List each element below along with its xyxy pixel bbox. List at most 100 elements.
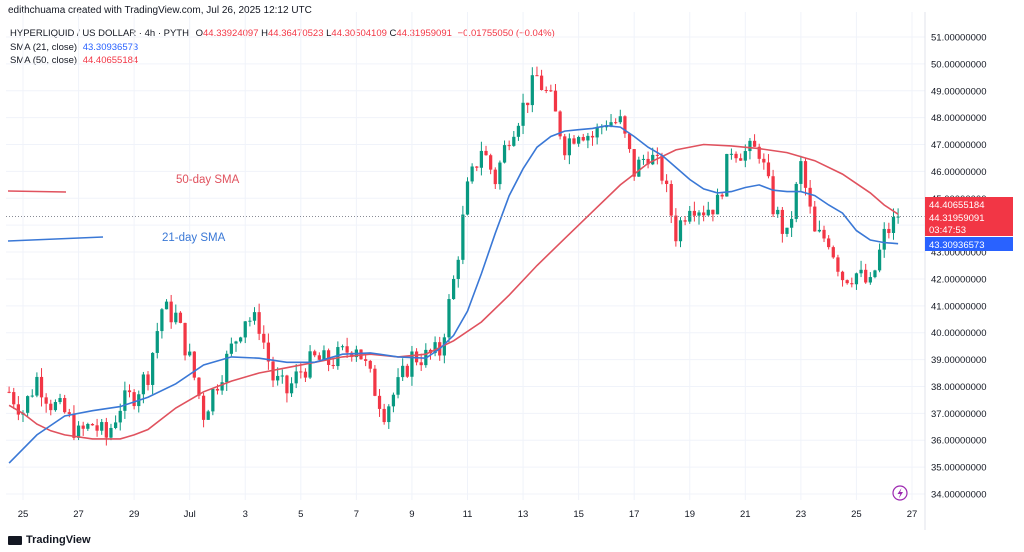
y-tick-label: 36.00000000 — [931, 436, 986, 447]
candle-up — [817, 229, 822, 232]
symbol-title[interactable]: HYPERLIQUID / US DOLLAR · 4h · PYTH — [10, 28, 189, 39]
candle-up — [410, 351, 414, 377]
candle-up — [220, 382, 224, 391]
candle-down — [44, 397, 48, 404]
candle-down — [16, 404, 20, 415]
annotation-sma50-text: 50-day SMA — [176, 174, 240, 186]
candle-down — [702, 212, 706, 216]
candle-up — [882, 228, 886, 250]
y-tick-label: 50.00000000 — [931, 59, 986, 70]
candle-down — [827, 238, 831, 248]
candle-up — [433, 342, 437, 354]
candle-up — [651, 154, 655, 165]
candle-up — [229, 343, 233, 354]
candle-up — [637, 159, 641, 177]
candle-down — [345, 346, 349, 353]
candle-up — [465, 181, 470, 215]
candle-up — [854, 273, 859, 285]
candle-down — [266, 342, 271, 362]
ohlc-low-key: L — [326, 28, 332, 39]
legend-sma50-row[interactable]: SMA (50, close) 44.40655184 — [10, 54, 555, 68]
candle-up — [164, 301, 169, 310]
candle-up — [109, 427, 113, 438]
candle-up — [76, 425, 81, 438]
ohlc-open-key: O — [195, 28, 203, 39]
badge-sma50-bg — [925, 197, 1013, 211]
candle-up — [729, 153, 734, 155]
candle-up — [118, 410, 122, 423]
candle-down — [475, 166, 479, 168]
candle-down — [262, 333, 266, 343]
candle-up — [641, 158, 646, 160]
candle-down — [317, 355, 321, 360]
candle-down — [192, 351, 196, 378]
candle-up — [456, 259, 460, 279]
candle-up — [498, 162, 502, 185]
x-tick-label: 17 — [629, 509, 640, 520]
candle-down — [836, 257, 840, 272]
candle-up — [308, 351, 312, 378]
candle-up — [391, 394, 396, 407]
candle-up — [521, 102, 525, 126]
candle-down — [632, 149, 636, 177]
x-tick-label: 11 — [463, 509, 473, 520]
candle-up — [678, 220, 683, 242]
y-tick-label: 43.00000000 — [931, 248, 986, 259]
candle-down — [771, 176, 775, 215]
candle-down — [655, 154, 659, 156]
candle-down — [63, 398, 67, 413]
candle-down — [414, 351, 419, 363]
ohlc-change: −0.01755050 (−0.04%) — [457, 28, 555, 39]
candle-down — [12, 392, 16, 405]
candle-down — [493, 169, 497, 185]
candle-down — [739, 158, 743, 161]
candle-down — [303, 371, 308, 378]
candle-down — [646, 158, 650, 165]
lightning-icon[interactable] — [892, 485, 908, 501]
sma50-value: 44.40655184 — [82, 55, 139, 66]
candle-up — [289, 383, 294, 394]
price-axis[interactable]: 34.00000000 35.00000000 36.00000000 37.0000… — [924, 12, 986, 530]
ohlc-close-key: C — [389, 28, 397, 39]
candle-up — [243, 321, 247, 338]
candle-up — [785, 227, 789, 234]
candle-up — [461, 214, 465, 260]
candle-up — [776, 209, 780, 215]
candle-up — [294, 371, 298, 384]
candle-up — [479, 150, 484, 168]
candle-up — [688, 210, 692, 222]
candle-down — [489, 155, 493, 170]
y-tick-label: 37.00000000 — [931, 409, 986, 420]
legend-sma21-row[interactable]: SMA (21, close) 43.30936573 — [10, 41, 555, 55]
candle-down — [169, 301, 173, 323]
tradingview-logo-icon — [8, 535, 22, 545]
candle-down — [257, 312, 261, 334]
y-tick-label: 49.00000000 — [931, 86, 986, 97]
candle-up — [877, 249, 882, 271]
candle-up — [35, 376, 39, 396]
x-tick-label: 5 — [298, 509, 303, 520]
ohlc-open-value: 44.33924097 — [203, 28, 259, 39]
y-tick-label: 40.00000000 — [931, 328, 986, 339]
candle-up — [280, 375, 284, 377]
candle-down — [215, 388, 220, 391]
candle-down — [95, 425, 99, 431]
time-axis[interactable]: 25 27 29 Jul 3 5 7 9 11 13 15 17 19 21 23 25 27 — [18, 509, 918, 520]
candle-down — [331, 364, 335, 367]
x-tick-label: 21 — [740, 509, 751, 520]
candle-up — [211, 388, 215, 412]
candle-down — [766, 162, 771, 177]
candle-up — [447, 299, 451, 338]
y-tick-label: 46.00000000 — [931, 167, 986, 178]
candle-down — [845, 280, 849, 284]
tradingview-logo[interactable]: TradingView — [8, 534, 91, 546]
candle-down — [780, 209, 784, 234]
candle-down — [285, 375, 289, 394]
candle-up — [174, 312, 178, 323]
candle-up — [859, 269, 863, 274]
x-tick-label: 23 — [796, 509, 807, 520]
candle-up — [577, 137, 581, 144]
candle-down — [614, 122, 618, 124]
candle-down — [81, 425, 85, 429]
